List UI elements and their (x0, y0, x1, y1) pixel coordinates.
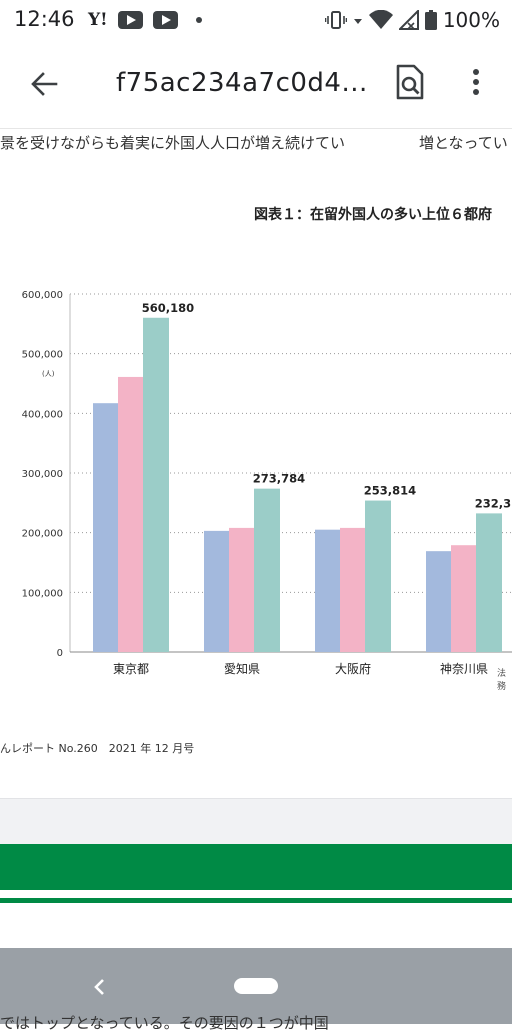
green-rule (0, 898, 512, 903)
document-page[interactable]: 景を受けながらも着実に外国人人口が増え続けてい 増となってい 図表１：在留外国人… (0, 128, 512, 798)
home-pill-button[interactable] (234, 978, 278, 994)
data-label: 253,814 (364, 484, 416, 498)
category-label: 東京都 (113, 662, 149, 676)
bar (254, 488, 280, 652)
bar (118, 376, 144, 652)
data-label: 560,180 (142, 301, 194, 315)
status-bar: 12:46 Y! 100% (0, 0, 512, 40)
body-text: 増となってい (419, 134, 508, 152)
bar (365, 500, 391, 652)
system-icons: 100% (324, 8, 500, 32)
back-button[interactable] (24, 64, 64, 104)
navigation-bar (0, 948, 512, 1024)
back-arrow-icon (31, 72, 58, 96)
find-in-document-button[interactable] (392, 62, 428, 102)
data-label: 273,784 (253, 472, 305, 486)
data-label: 232,321 (475, 496, 512, 510)
category-label: 愛知県 (224, 662, 260, 676)
chevron-left-icon (94, 979, 104, 995)
bar-chart: (人) 0 100,000 200,000 300,000 400,000 500,000 6… (22, 290, 512, 676)
y-axis-unit-label: (人) (42, 370, 55, 378)
y-tick-label: 600,000 (22, 290, 63, 301)
green-header-bar (0, 844, 512, 890)
bar (229, 527, 255, 652)
more-vert-icon (473, 69, 479, 95)
youtube-icon (152, 11, 178, 29)
body-text: ではトップとなっている。その要因の１つが中国 (0, 1014, 329, 1032)
bar (204, 530, 230, 652)
bar (143, 317, 169, 652)
y-tick-label: 200,000 (22, 529, 63, 540)
y-tick-label: 300,000 (22, 469, 63, 480)
yahoo-icon: Y! (88, 10, 108, 30)
category-label: 大阪府 (335, 661, 371, 676)
status-time: 12:46 (14, 7, 75, 31)
data-arrow-icon (353, 19, 362, 24)
signal-icon (398, 10, 419, 30)
chart-source: 法務 (497, 669, 507, 692)
find-in-document-icon (396, 64, 424, 100)
footer-note: んレポート No.260 2021 年 12 月号 (0, 742, 195, 755)
youtube-icon (117, 11, 143, 29)
dot-icon (195, 17, 202, 23)
vibrate-icon (324, 11, 347, 29)
y-tick-label: 0 (57, 648, 63, 659)
body-text: 景を受けながらも着実に外国人人口が増え続けてい (0, 134, 346, 152)
more-options-button[interactable] (466, 64, 486, 104)
bar (340, 527, 366, 652)
bar (451, 545, 477, 652)
category-label: 神奈川県 (440, 662, 488, 676)
bar (93, 403, 119, 652)
chart-title: 図表１：在留外国人の多い上位６都府 (254, 207, 492, 223)
bar (476, 513, 502, 652)
nav-back-button[interactable] (88, 972, 112, 1002)
notification-icons: Y! (88, 10, 202, 30)
document-title: f75ac234a7c0d4... (116, 68, 368, 98)
battery-icon (424, 10, 437, 30)
y-tick-label: 100,000 (22, 588, 63, 599)
page-gap (0, 798, 512, 845)
battery-percent: 100% (442, 8, 500, 32)
y-tick-label: 400,000 (22, 409, 63, 420)
app-bar: f75ac234a7c0d4... (0, 40, 512, 128)
y-tick-label: 500,000 (22, 350, 63, 361)
page-divider (0, 128, 512, 129)
wifi-icon (368, 10, 393, 29)
bar (315, 529, 341, 652)
bar (426, 551, 452, 652)
